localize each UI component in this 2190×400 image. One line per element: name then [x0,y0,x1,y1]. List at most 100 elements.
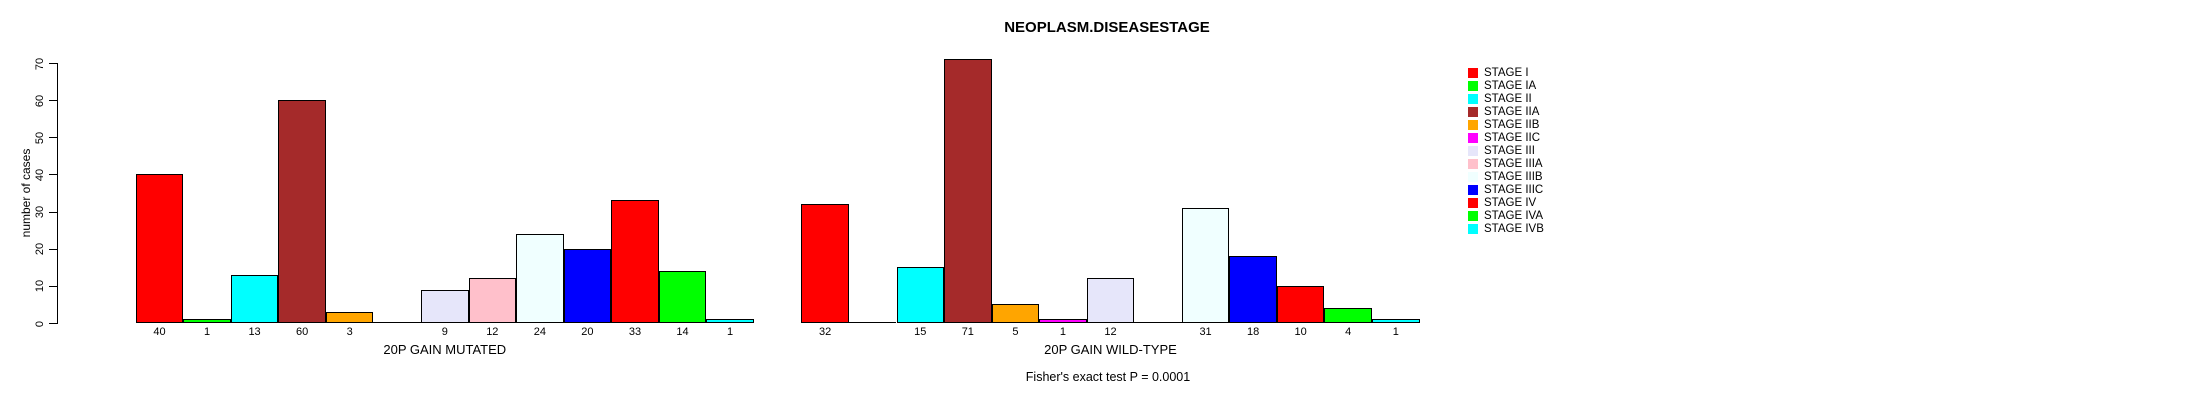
y-axis-tick [49,174,57,176]
y-axis-tick [49,137,57,139]
bar-value-label: 60 [296,325,309,338]
bar-stage-i-20p-gain-wild-type [801,204,849,323]
bar-value-label: 40 [153,325,166,338]
bar-stage-iii-20p-gain-mutated [421,289,469,323]
legend-swatch-stage-iia [1468,107,1478,117]
bar-value-label: 5 [1012,325,1019,338]
bar-stage-iib-20p-gain-wild-type [991,304,1040,323]
bar-value-label: 14 [676,325,689,338]
legend-swatch-stage-iib [1468,120,1478,130]
bar-value-label: 3 [346,325,353,338]
legend-item-stage-ii: STAGE II [1468,93,1532,106]
bar-value-label: 1 [1392,325,1399,338]
bar-value-label: 32 [819,325,832,338]
bar-stage-iic-20p-gain-wild-type [1039,319,1087,323]
bar-value-label: 1 [203,325,211,338]
bar-value-label: 12 [1104,325,1117,338]
bar-stage-iiib-20p-gain-mutated [516,233,564,323]
y-axis-tick [49,323,57,324]
legend-label: STAGE I [1484,67,1529,79]
bar-value-label: 15 [914,325,927,338]
y-axis-tick [49,248,57,250]
bar-stage-ivb-20p-gain-mutated [706,319,754,323]
bar-value-label: 1 [1059,325,1066,338]
y-axis-line [57,63,58,324]
bar-stage-iv-20p-gain-wild-type [1276,285,1325,323]
legend-item-stage-iic: STAGE IIC [1468,132,1540,145]
legend-item-stage-iiic: STAGE IIIC [1468,184,1543,197]
bar-value-label: 1 [727,325,734,338]
legend-label: STAGE IVA [1484,210,1544,222]
bar-stage-iiia-20p-gain-wild-type-zero [1134,321,1182,323]
legend-label: STAGE IVB [1484,223,1544,235]
legend-label: STAGE IA [1484,80,1537,92]
bar-stage-iiic-20p-gain-mutated [563,248,612,323]
legend-swatch-stage-iiia [1468,159,1478,169]
bar-stage-i-20p-gain-mutated [135,174,184,323]
legend-label: STAGE IV [1484,197,1537,209]
bar-value-label: 33 [628,325,642,338]
bar-stage-iva-20p-gain-mutated [658,271,707,323]
bar-stage-iib-20p-gain-mutated [325,311,374,323]
legend-swatch-stage-iv [1468,198,1478,208]
bar-value-label: 20 [581,325,594,338]
legend-item-stage-ivb: STAGE IVB [1468,223,1544,236]
legend-label: STAGE IIC [1484,132,1541,144]
bar-value-label: 71 [961,325,974,338]
bar-value-label: 24 [533,325,546,338]
legend-label: STAGE II [1484,93,1532,105]
bar-stage-iic-20p-gain-mutated-zero [373,321,421,323]
bar-stage-ia-20p-gain-mutated [183,319,231,323]
y-axis-tick [49,211,57,213]
bar-stage-iiic-20p-gain-wild-type [1229,256,1277,323]
legend-label: STAGE III [1484,145,1535,157]
bar-stage-iiib-20p-gain-wild-type [1181,207,1230,323]
bar-stage-iva-20p-gain-wild-type [1324,308,1372,323]
legend-item-stage-iia: STAGE IIA [1468,106,1539,119]
bar-stage-ia-20p-gain-wild-type-zero [848,321,897,323]
bar-value-label: 13 [248,325,261,338]
bar-value-label: 4 [1345,325,1352,338]
legend-swatch-stage-iva [1468,211,1478,221]
legend-label: STAGE IIA [1484,106,1540,118]
bar-stage-ivb-20p-gain-wild-type [1372,319,1420,323]
legend-swatch-stage-iic [1468,133,1478,143]
legend-item-stage-iiia: STAGE IIIA [1468,158,1543,171]
legend-item-stage-iii: STAGE III [1468,145,1535,158]
bar-stage-iia-20p-gain-mutated [278,100,326,323]
bar-stage-iia-20p-gain-wild-type [944,59,992,323]
bar-value-label: 31 [1199,325,1212,338]
legend-swatch-stage-iiic [1468,185,1478,195]
legend-swatch-stage-iii [1468,146,1478,156]
legend-item-stage-iva: STAGE IVA [1468,210,1543,223]
legend-swatch-stage-ia [1468,81,1478,91]
stat-test-note: Fisher's exact test P = 0.0001 [1025,370,1191,384]
legend-label: STAGE IIIC [1484,184,1544,196]
group-label-20p-gain-mutated: 20P GAIN MUTATED [383,342,507,357]
legend-item-stage-iib: STAGE IIB [1468,119,1539,132]
bar-stage-iv-20p-gain-mutated [611,200,659,323]
legend-swatch-stage-iiib [1468,172,1478,182]
legend-item-stage-i: STAGE I [1468,67,1529,80]
bar-stage-iiia-20p-gain-mutated [468,278,517,323]
bar-stage-ii-20p-gain-mutated [230,274,279,323]
bar-value-label: 12 [486,325,499,338]
legend-label: STAGE IIIA [1484,158,1543,170]
legend-item-stage-iv: STAGE IV [1468,197,1536,210]
legend-item-stage-iiib: STAGE IIIB [1468,171,1543,184]
legend-swatch-stage-ii [1468,94,1478,104]
bar-value-label: 18 [1247,325,1260,338]
bar-value-label: 9 [441,325,448,338]
y-axis-tick [49,63,57,64]
legend-swatch-stage-ivb [1468,224,1478,234]
bar-value-label: 10 [1294,325,1307,338]
legend-item-stage-ia: STAGE IA [1468,80,1536,93]
legend-label: STAGE IIB [1484,119,1540,131]
y-axis-tick [49,100,57,102]
bar-stage-iii-20p-gain-wild-type [1086,278,1135,323]
legend-swatch-stage-i [1468,68,1478,78]
chart-title: NEOPLASM.DISEASESTAGE [1004,19,1210,36]
